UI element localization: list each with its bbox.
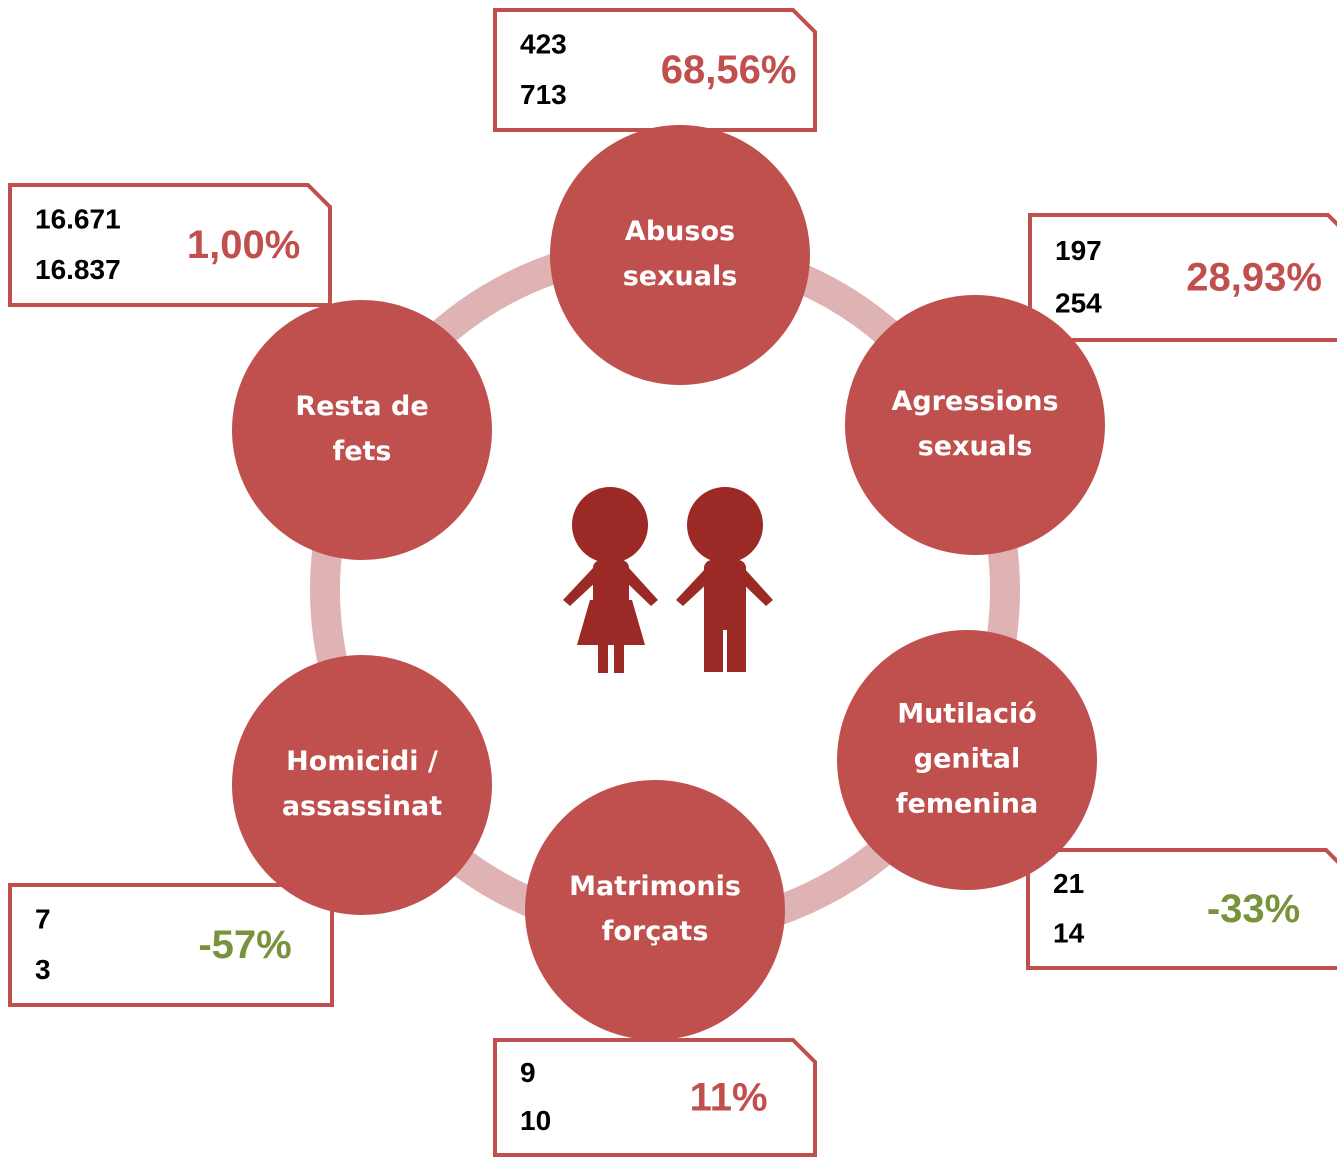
girl-head (572, 487, 648, 563)
category-circle (525, 780, 785, 1040)
boy-body (704, 560, 746, 630)
change: 11% (690, 1075, 768, 1119)
category-label: sexuals (918, 431, 1033, 462)
change: 68,56% (661, 48, 797, 92)
boy-leg (727, 620, 746, 672)
category-label: sexuals (623, 261, 738, 292)
count: 423 (520, 28, 567, 59)
circles: Abusos sexuals Agressions sexuals Mutilació g… (232, 125, 1105, 1040)
category-label: Abusos (625, 216, 735, 247)
category-label: Agressions (891, 386, 1058, 417)
category-label: Mutilació (897, 699, 1037, 730)
change: 28,93% (1186, 256, 1322, 300)
category-label: forçats (602, 916, 709, 947)
callout-box (493, 8, 817, 132)
count: 16.671 (35, 203, 121, 234)
category-circle (845, 295, 1105, 555)
category-circle (837, 630, 1097, 890)
category-label: Matrimonis (569, 871, 741, 902)
girl-leg (598, 645, 608, 673)
category-label: Resta de (295, 391, 428, 422)
callout-box (1026, 848, 1337, 970)
callout-box (493, 1038, 817, 1157)
count: 16.837 (35, 254, 121, 285)
category-label: assassinat (282, 791, 442, 822)
girl-arm (563, 568, 598, 606)
boy-arm (676, 568, 711, 606)
count: 254 (1055, 287, 1102, 318)
callout-box (8, 183, 332, 307)
girl-arm (624, 568, 658, 606)
change: -33% (1207, 887, 1300, 931)
count: 3 (35, 954, 51, 985)
count: 21 (1053, 868, 1084, 899)
category-circle (232, 300, 492, 560)
children-icon (563, 487, 773, 673)
count: 9 (520, 1057, 536, 1088)
girl-leg (614, 645, 624, 673)
change: 1,00% (187, 223, 300, 267)
category-label: femenina (896, 789, 1038, 820)
change: -57% (198, 923, 291, 967)
category-label: Homicidi / (286, 746, 438, 777)
count: 7 (35, 903, 51, 934)
boy-leg (704, 620, 723, 672)
boy-head (687, 487, 763, 563)
count: 10 (520, 1105, 551, 1136)
category-label: genital (914, 744, 1021, 775)
count: 197 (1055, 235, 1102, 266)
category-label: fets (332, 436, 391, 467)
count: 14 (1053, 917, 1085, 948)
count: 713 (520, 79, 567, 110)
girl-skirt (577, 600, 645, 645)
category-circle (232, 655, 492, 915)
callout-box (8, 883, 334, 1007)
category-circle (550, 125, 810, 385)
boy-arm (739, 568, 773, 606)
boxes: 423 713 68,56% 197 254 28,93% 21 14 -33% 9 10 11% 7 3… (8, 8, 1337, 1157)
